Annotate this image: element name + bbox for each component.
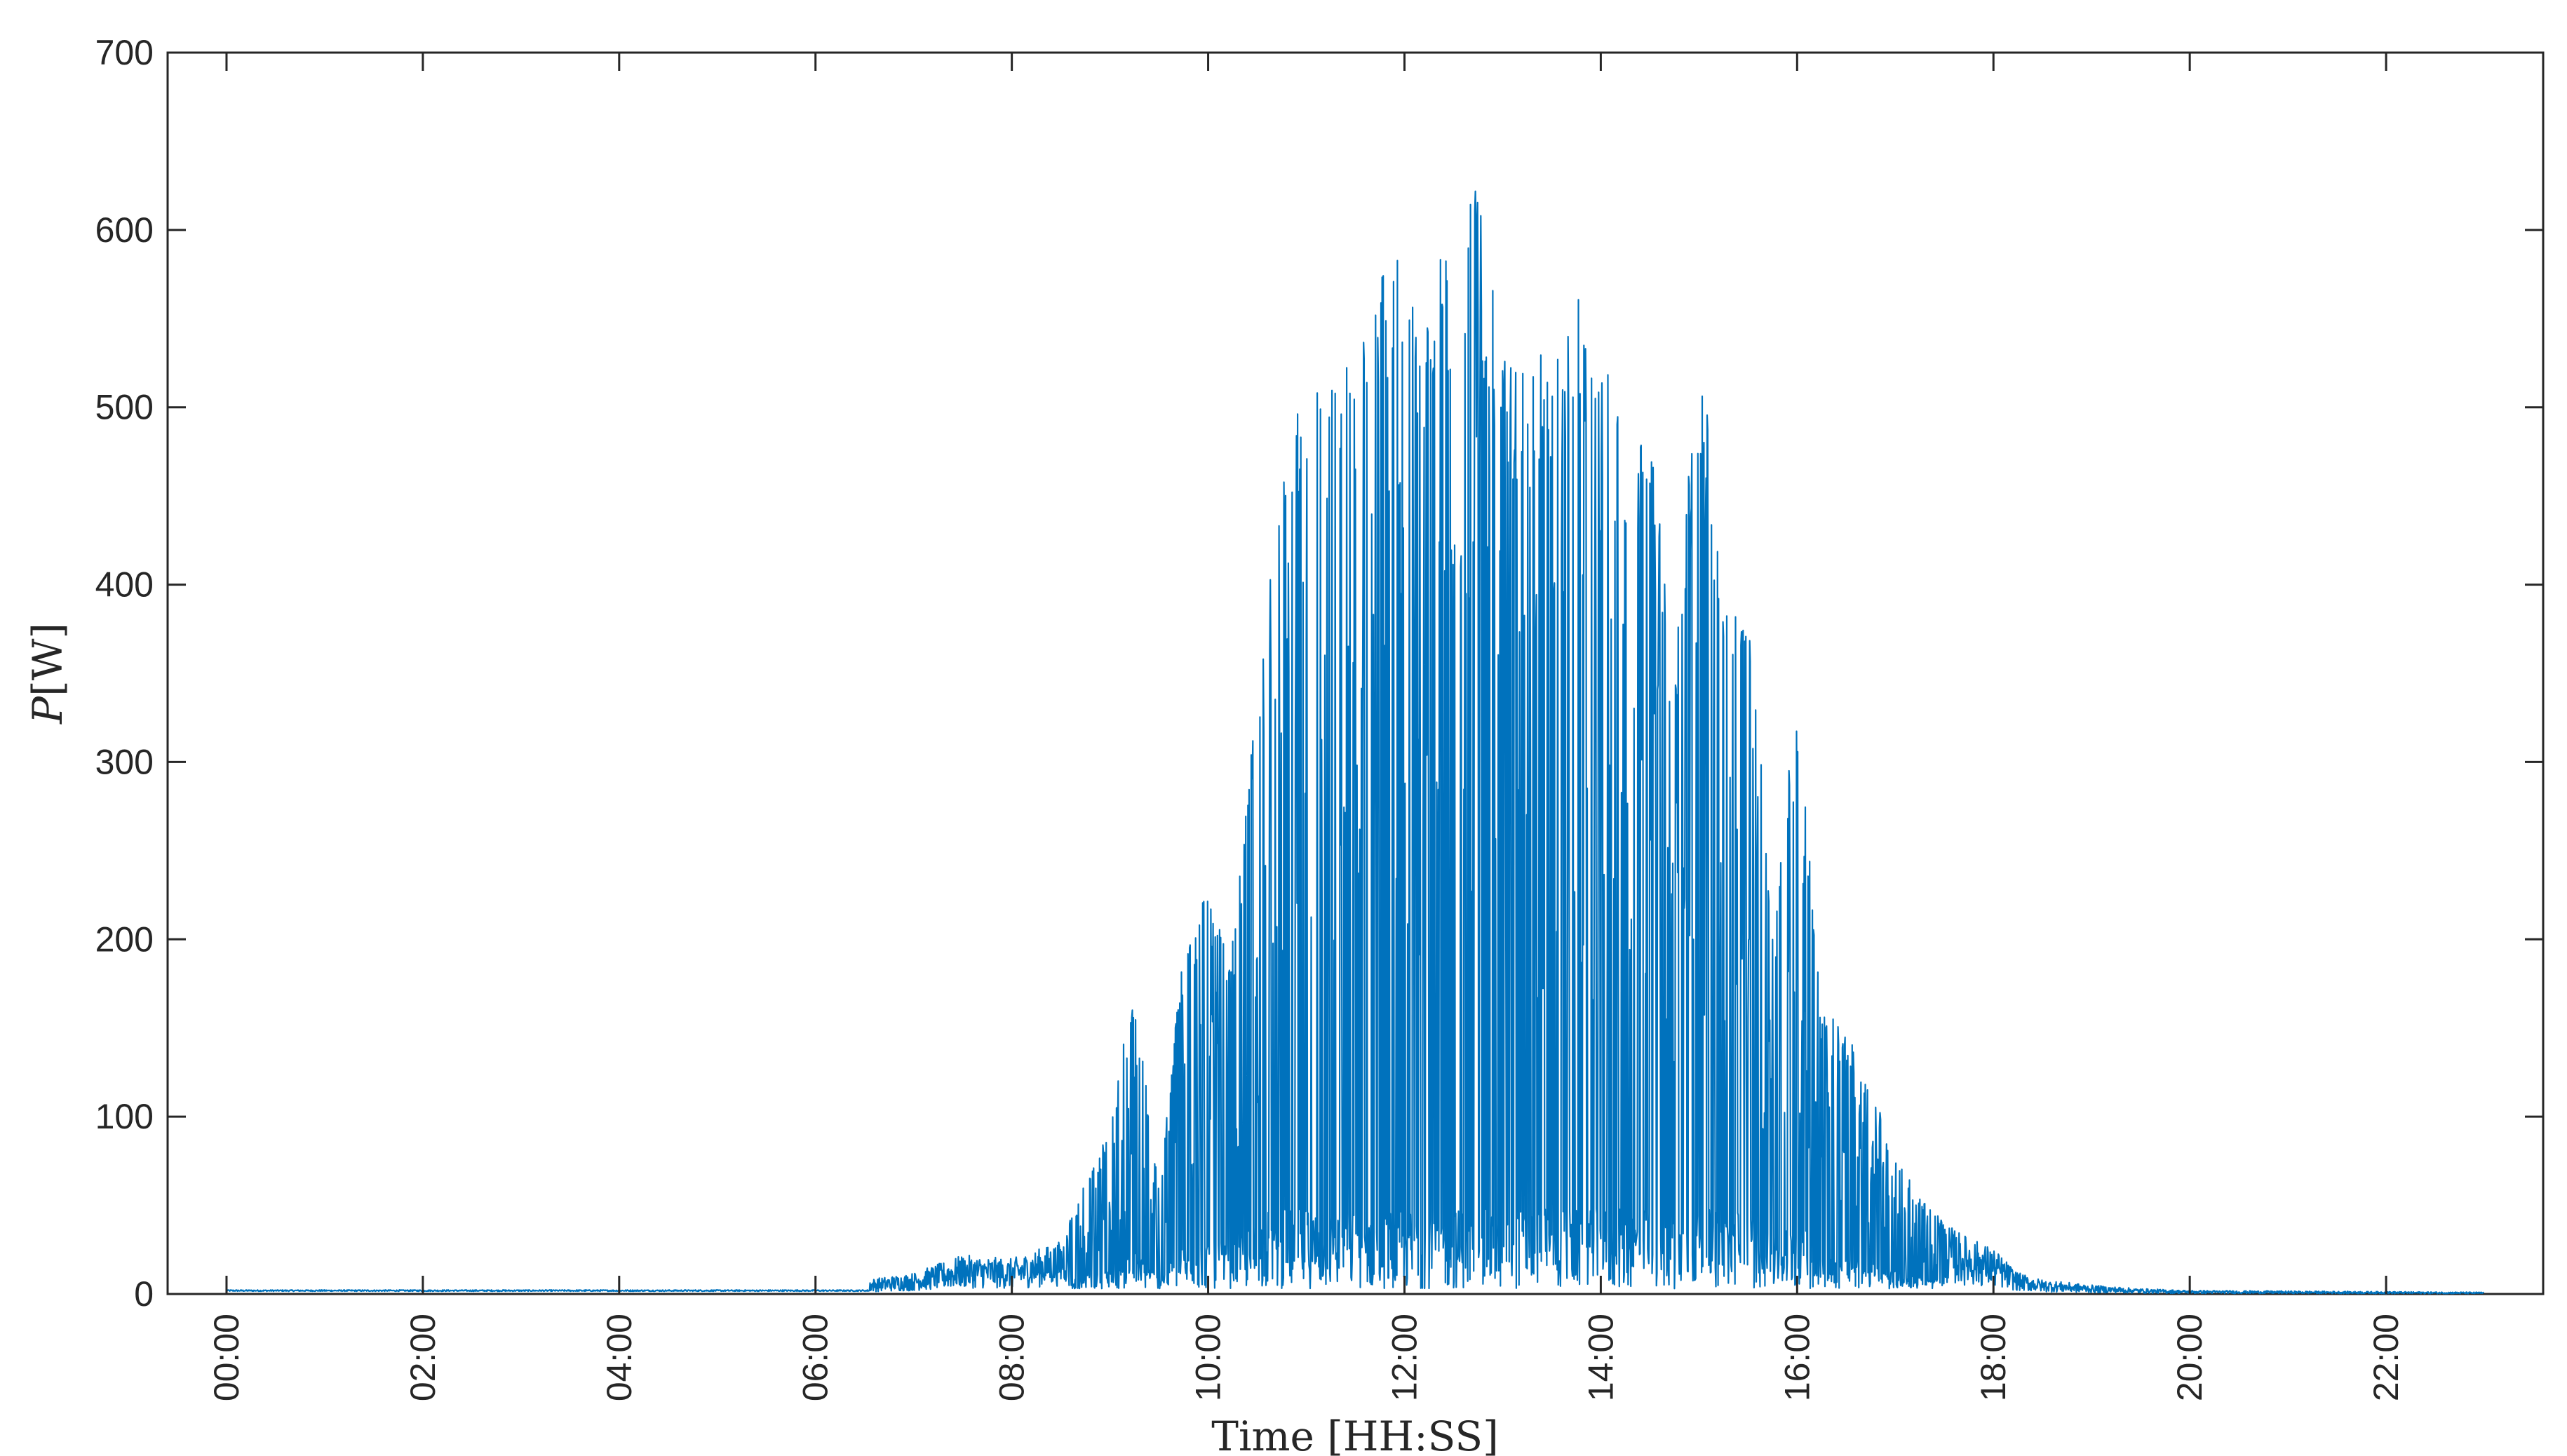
x-ticks: 00:00 02:00 04:00 06:00 08:00 10:00 12:00 14:00…: [207, 53, 2406, 1401]
y-tick-label: 200: [95, 919, 154, 959]
y-axis-title: P[W]: [24, 623, 72, 724]
x-axis-title: Time [HH:SS]: [1211, 1413, 1498, 1456]
x-tick-label: 14:00: [1581, 1314, 1620, 1401]
y-tick-label: 600: [95, 210, 154, 250]
y-ticks: 0 100 200 300 400 500 600 700: [95, 33, 2543, 1314]
y-tick-label: 500: [95, 388, 154, 427]
x-tick-label: 02:00: [403, 1314, 443, 1401]
x-tick-label: 10:00: [1189, 1314, 1228, 1401]
y-tick-label: 0: [134, 1274, 154, 1314]
x-tick-label: 06:00: [796, 1314, 835, 1401]
x-tick-label: 04:00: [600, 1314, 639, 1401]
y-tick-label: 100: [95, 1097, 154, 1136]
x-tick-label: 22:00: [2366, 1314, 2406, 1401]
x-tick-label: 08:00: [992, 1314, 1032, 1401]
x-tick-label: 00:00: [207, 1314, 246, 1401]
x-tick-label: 18:00: [1974, 1314, 2013, 1401]
y-axis-symbol: P: [24, 696, 72, 724]
y-tick-label: 400: [95, 565, 154, 605]
x-tick-label: 20:00: [2170, 1314, 2209, 1401]
x-tick-label: 12:00: [1384, 1314, 1424, 1401]
series-line-power: [226, 190, 2484, 1295]
y-tick-label: 300: [95, 742, 154, 781]
series-layer: [226, 190, 2484, 1295]
y-axis-unit: [W]: [24, 623, 72, 696]
x-tick-label: 16:00: [1777, 1314, 1817, 1401]
y-tick-label: 700: [95, 33, 154, 72]
